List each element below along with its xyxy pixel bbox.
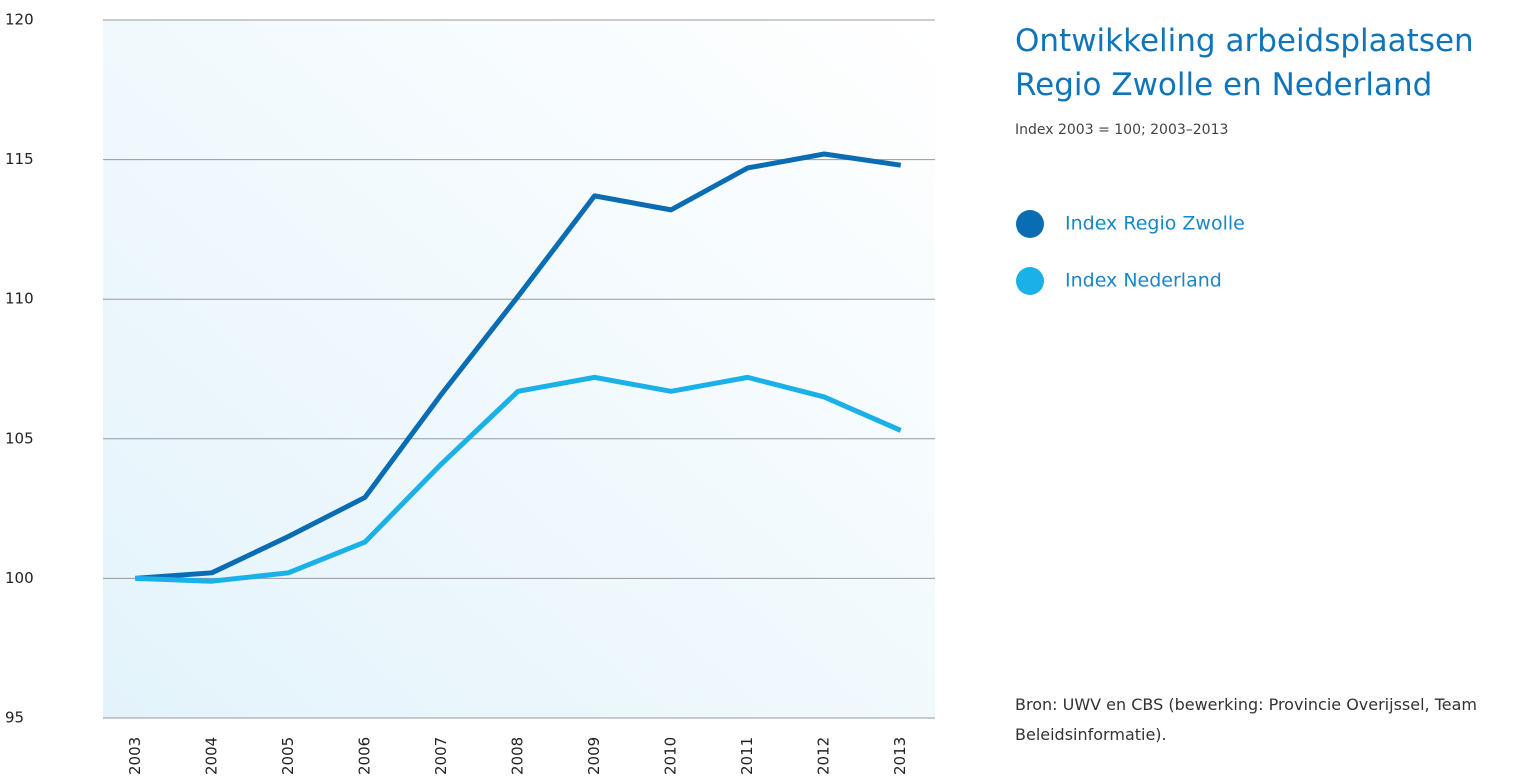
legend-swatch [1016, 267, 1044, 295]
x-tick-label: 2011 [738, 737, 756, 775]
source: Bron: UWV en CBS (bewerking: Provincie O… [1015, 695, 1477, 744]
legend-swatch [1016, 210, 1044, 238]
series-line [135, 151, 902, 581]
y-tick-label: 115 [5, 150, 34, 168]
plot-background [103, 20, 935, 718]
x-tick-label: 2012 [815, 737, 833, 775]
y-tick-label: 120 [5, 11, 34, 29]
x-tick-label: 2009 [585, 737, 603, 775]
source-box: Bron: UWV en CBS (bewerking: Provincie O… [1015, 690, 1530, 778]
chart-title-source: Ontwikkeling arbeidsplaatsen Regio Zwolle… [1015, 23, 1474, 103]
x-tick-label: 2008 [509, 737, 527, 775]
subtitle: Index 2003 = 100; 2003–2013 [1015, 122, 1228, 138]
legend-label: Index Regio Zwolle [1065, 213, 1245, 235]
x-tick-label: 2007 [432, 737, 450, 775]
y-tick-label: 105 [5, 429, 34, 447]
x-tick-label: 2013 [891, 737, 909, 775]
y-tick-label: 110 [5, 290, 34, 308]
x-tick-label: 2010 [662, 737, 680, 775]
x-tick-label: 2003 [126, 737, 144, 775]
series-line [135, 374, 902, 584]
x-tick-label: 2006 [355, 737, 373, 775]
legend-label: Index Nederland [1065, 270, 1222, 292]
x-tick-label: 2004 [202, 737, 220, 775]
x-tick-label: 2005 [279, 737, 297, 775]
y-tick-label: 100 [5, 569, 34, 587]
y-tick-label: 95 [5, 709, 24, 727]
